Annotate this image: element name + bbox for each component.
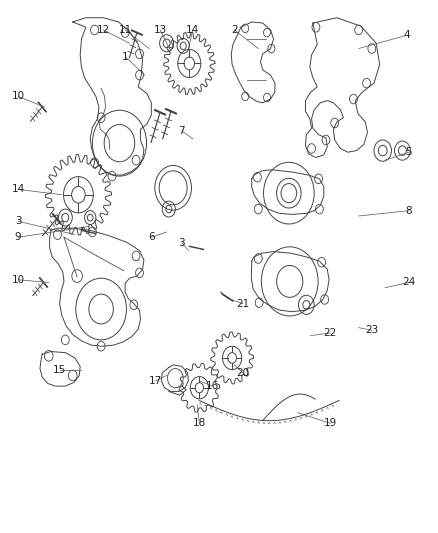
Text: 19: 19 xyxy=(324,418,337,429)
Text: 11: 11 xyxy=(119,25,132,35)
Text: 16: 16 xyxy=(206,381,219,391)
Text: 14: 14 xyxy=(11,184,25,195)
Text: 8: 8 xyxy=(406,206,412,216)
Text: 7: 7 xyxy=(179,126,185,136)
Text: 5: 5 xyxy=(406,147,412,157)
Text: 18: 18 xyxy=(193,418,206,429)
Text: 17: 17 xyxy=(149,376,162,386)
Text: 22: 22 xyxy=(324,328,337,338)
Text: 1: 1 xyxy=(122,52,128,61)
Text: 2: 2 xyxy=(231,25,237,35)
Text: 20: 20 xyxy=(237,368,250,378)
Text: 24: 24 xyxy=(402,278,416,287)
Text: 12: 12 xyxy=(97,25,110,35)
Text: 9: 9 xyxy=(15,232,21,243)
Text: 23: 23 xyxy=(365,325,378,335)
Text: 21: 21 xyxy=(237,298,250,309)
Text: 10: 10 xyxy=(11,275,25,285)
Text: 4: 4 xyxy=(403,30,410,41)
Text: 14: 14 xyxy=(186,25,199,35)
Text: 15: 15 xyxy=(53,365,66,375)
Text: 10: 10 xyxy=(11,91,25,101)
Text: 3: 3 xyxy=(15,216,21,227)
Text: 3: 3 xyxy=(179,238,185,247)
Text: 6: 6 xyxy=(148,232,155,243)
Text: 13: 13 xyxy=(153,25,167,35)
